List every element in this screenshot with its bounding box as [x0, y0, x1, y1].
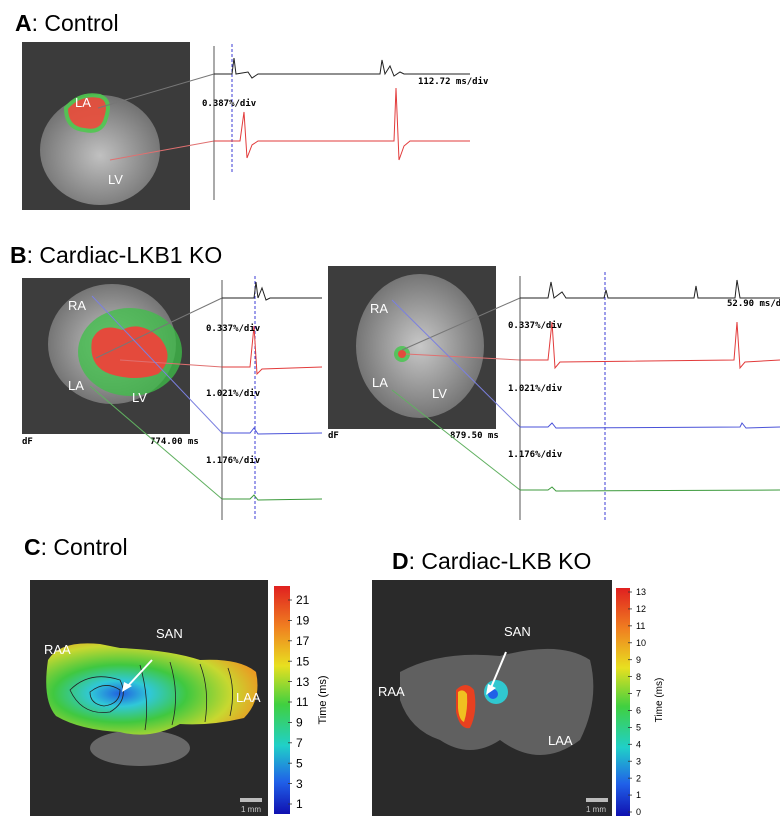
panel-b-right-df: dF: [328, 431, 339, 441]
panel-b-left-gain-3: 1.176%/div: [206, 455, 261, 466]
panel-a-trace-black: [214, 57, 470, 79]
panel-b-left-la-label: LA: [68, 378, 84, 393]
panel-a-lv-label: LV: [108, 172, 123, 187]
panel-d-title: : Cardiac-LKB KO: [408, 548, 592, 574]
panel-d-laa-label: LAA: [548, 733, 573, 748]
panel-b-right-time: 879.50 ms: [450, 431, 499, 441]
panel-a-time-scale: 112.72 ms/div: [418, 76, 489, 87]
panel-d-colorbar-tick-label: 13: [636, 587, 646, 597]
panel-d-colorbar-tick-label: 1: [636, 790, 641, 800]
panel-c-image: RAA SAN LAA 1 mm: [30, 580, 268, 816]
panel-d-scale-bar: 1 mm: [586, 805, 606, 814]
panel-d-colorbar-tick-label: 2: [636, 773, 641, 783]
panel-c-title: : Control: [40, 534, 128, 560]
panel-d-colorbar-tick-label: 4: [636, 739, 641, 749]
panel-b-right-ra-label: RA: [370, 301, 388, 316]
panel-a-la-label: LA: [75, 95, 91, 110]
panel-d-image: SAN RAA LAA 1 mm: [372, 580, 612, 816]
panel-d-san-label: SAN: [504, 624, 531, 639]
panel-a-label: A: Control: [15, 10, 119, 37]
panel-a-connector-la: [97, 73, 215, 109]
panel-a-image: LA LV: [22, 42, 190, 210]
panel-d-colorbar-tick-label: 12: [636, 604, 646, 614]
panel-d-colorbar-tick-label: 0: [636, 807, 641, 816]
panel-c-colorbar-tick-label: 19: [296, 614, 310, 628]
panel-c-colorbar-tick-label: 13: [296, 675, 310, 689]
panel-c-colorbar-tick-label: 17: [296, 634, 310, 648]
panel-b-right-image: RA LA LV: [328, 266, 496, 429]
panel-a-gain: 0.387%/div: [202, 98, 257, 109]
panel-c-colorbar-tick-label: 3: [296, 777, 303, 791]
panel-b-right-gain-1: 0.337%/div: [508, 320, 563, 331]
panel-c-label: C: Control: [24, 534, 128, 561]
panel-c-colorbar: [274, 586, 290, 814]
panel-c-colorbar-tick-label: 1: [296, 797, 303, 811]
panel-a-trace-red: [214, 87, 470, 161]
panel-b-left-lv-label: LV: [132, 390, 147, 405]
panel-b-left-gain-1: 0.337%/div: [206, 323, 261, 334]
panel-b-left-image: RA LA LV: [22, 278, 190, 434]
panel-b-title: : Cardiac-LKB1 KO: [26, 242, 223, 268]
panel-d-colorbar: [616, 588, 630, 816]
panel-b-letter: B: [10, 242, 27, 268]
panel-b-label: B: Cardiac-LKB1 KO: [10, 242, 222, 269]
panel-b-left-df: dF: [22, 437, 33, 447]
panel-c-raa-label: RAA: [44, 642, 71, 657]
panel-c-letter: C: [24, 534, 41, 560]
panel-b-right-gain-3: 1.176%/div: [508, 449, 563, 460]
panel-b-right-gain-2: 1.021%/div: [508, 383, 563, 394]
panel-c-colorbar-ticks: 21 19 17 15 13 11 9 7 5 3 1: [288, 593, 310, 811]
panel-d-colorbar-tick-label: 10: [636, 638, 646, 648]
panel-c-colorbar-title: Time (ms): [317, 675, 329, 724]
panel-a-traces: 112.72 ms/div 0.387%/div: [202, 44, 489, 200]
panel-b-left-gain-2: 1.021%/div: [206, 388, 261, 399]
panel-c-colorbar-tick-label: 5: [296, 756, 303, 770]
panel-b-right-la-label: LA: [372, 375, 388, 390]
panel-d-colorbar-tick-label: 3: [636, 756, 641, 766]
panel-a-letter: A: [15, 10, 32, 36]
panel-b-left-traces: 0.337%/div 1.021%/div 1.176%/div: [206, 276, 323, 520]
panel-d-colorbar-tick-label: 7: [636, 689, 641, 699]
panel-c-colorbar-tick-label: 9: [296, 716, 303, 730]
panel-d-colorbar-tick-label: 6: [636, 706, 641, 716]
panel-d-colorbar-tick-label: 8: [636, 672, 641, 682]
panel-a-title: : Control: [31, 10, 119, 36]
panel-c-san-label: SAN: [156, 626, 183, 641]
panel-c-colorbar-tick-label: 11: [296, 695, 309, 709]
panel-c-colorbar-tick-label: 21: [296, 593, 310, 607]
panel-d-letter: D: [392, 548, 409, 574]
panel-b-right-time-scale: 52.90 ms/div: [727, 298, 780, 309]
panel-d-raa-label: RAA: [378, 684, 405, 699]
panel-d-colorbar-tick-label: 9: [636, 655, 641, 665]
panel-a-connector-lv: [109, 140, 215, 161]
panel-d-colorbar-tick-label: 11: [636, 621, 645, 631]
panel-c-laa-label: LAA: [236, 690, 261, 705]
panel-d-label: D: Cardiac-LKB KO: [392, 548, 591, 575]
panel-c-colorbar-tick-label: 15: [296, 654, 310, 668]
panel-d-colorbar-title: Time (ms): [654, 678, 665, 723]
panel-b-right-lv-label: LV: [432, 386, 447, 401]
panel-b-right-traces: 0.337%/div 1.021%/div 1.176%/div 52.90 m…: [508, 272, 780, 520]
panel-c-colorbar-tick-label: 7: [296, 736, 303, 750]
panel-c-scale-bar: 1 mm: [241, 805, 261, 814]
panel-d-colorbar-tick-label: 5: [636, 723, 641, 733]
panel-b-left-ra-label: RA: [68, 298, 86, 313]
panel-b-left-time: 774.00 ms: [150, 437, 199, 447]
